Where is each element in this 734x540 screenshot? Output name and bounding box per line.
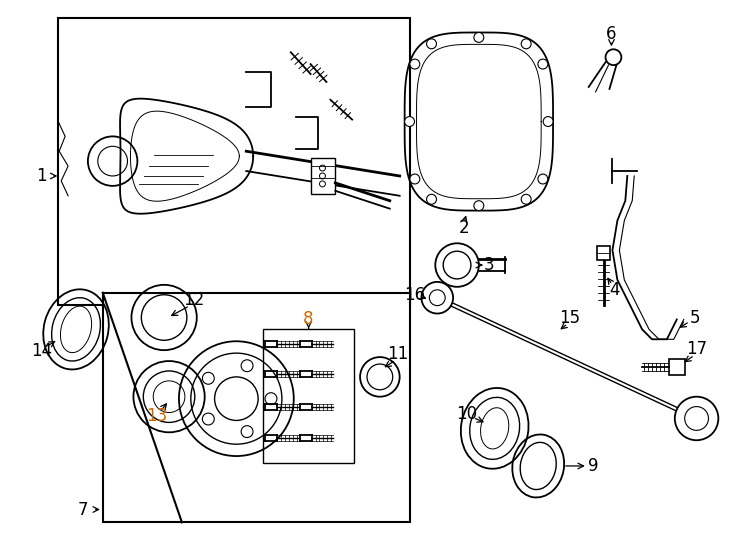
Bar (263, 329, 354, 463)
Circle shape (543, 117, 553, 126)
Text: 8: 8 (303, 310, 314, 328)
Text: 10: 10 (457, 404, 478, 422)
Text: 12: 12 (184, 291, 205, 309)
Bar (669, 359, 685, 375)
Text: 11: 11 (387, 345, 408, 363)
Circle shape (538, 59, 548, 69)
Circle shape (474, 201, 484, 211)
Circle shape (474, 32, 484, 42)
Text: 6: 6 (606, 25, 617, 43)
Text: 4: 4 (609, 281, 619, 299)
Circle shape (410, 59, 420, 69)
Circle shape (426, 194, 437, 204)
Bar (310, 158, 335, 194)
Text: 13: 13 (147, 408, 168, 426)
Circle shape (521, 39, 531, 49)
Text: 15: 15 (559, 308, 581, 327)
Bar (597, 246, 611, 260)
Bar (103, 293, 410, 522)
Circle shape (521, 194, 531, 204)
Text: 7: 7 (78, 501, 88, 518)
Text: 14: 14 (31, 342, 52, 360)
Circle shape (426, 39, 437, 49)
Text: 3: 3 (484, 256, 494, 274)
Circle shape (410, 174, 420, 184)
Circle shape (404, 117, 415, 126)
Bar (58, 18, 410, 305)
Text: 9: 9 (589, 457, 599, 475)
Text: 1: 1 (36, 167, 47, 185)
Circle shape (421, 282, 453, 314)
Text: 5: 5 (689, 308, 700, 327)
Text: 17: 17 (686, 340, 707, 358)
Circle shape (675, 397, 719, 440)
Text: 16: 16 (404, 286, 425, 303)
Text: 2: 2 (459, 219, 469, 238)
Circle shape (538, 174, 548, 184)
